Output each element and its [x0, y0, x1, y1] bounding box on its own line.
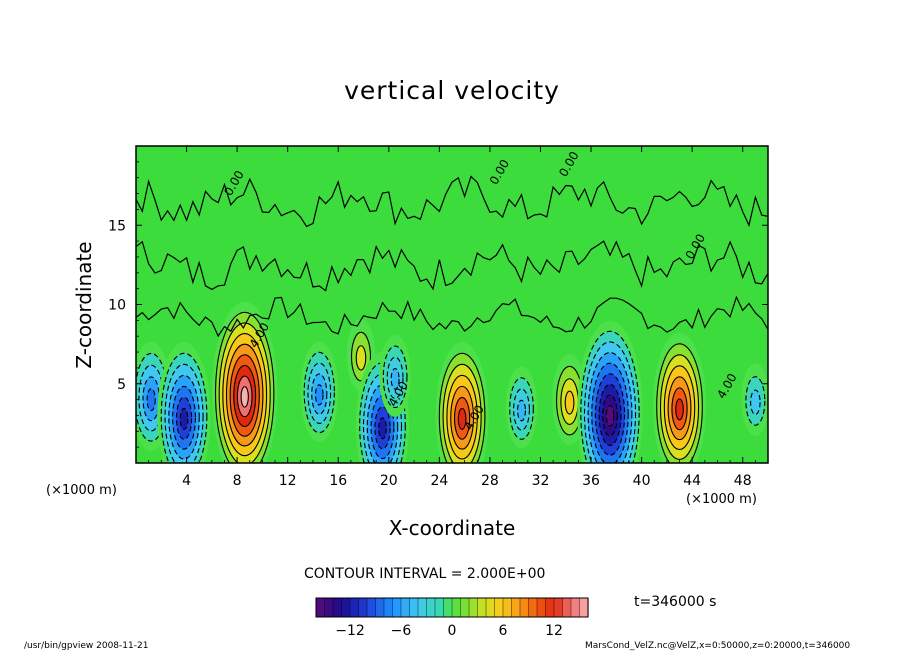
- contour-level: [457, 407, 467, 430]
- x-tick-label: 4: [182, 473, 191, 489]
- colorbar-tick-label: −6: [391, 623, 412, 639]
- zero-contour-line: [136, 175, 768, 228]
- colorbar-tick-label: 6: [499, 623, 508, 639]
- convection-cell: [505, 366, 538, 449]
- contour-interval-label: CONTOUR INTERVAL = 2.000E+00: [304, 566, 546, 582]
- y-tick-label: 15: [108, 218, 126, 234]
- contour-level: [675, 398, 684, 421]
- x-tick-label: 44: [683, 473, 701, 489]
- colorbar-swatch: [519, 597, 530, 618]
- x-tick-label: 48: [734, 473, 752, 489]
- contour-level: [355, 345, 367, 371]
- colorbar-tick-label: 12: [545, 623, 563, 639]
- colorbar-swatch: [392, 597, 402, 618]
- x-axis: 4 8 12 16 20 24 28 32 36 40 44 48: [148, 146, 756, 489]
- colorbar-swatch: [434, 597, 445, 618]
- colorbar-swatch: [332, 597, 343, 618]
- y-tick-label: 10: [108, 298, 126, 314]
- colorbar-swatch: [417, 597, 428, 618]
- colorbar-swatch: [511, 597, 521, 618]
- contour-level: [750, 389, 761, 415]
- colorbar-swatch: [528, 597, 538, 618]
- contour-level: [517, 399, 527, 422]
- colorbar-swatch: [443, 597, 453, 618]
- colorbar-swatch: [375, 597, 385, 618]
- x-axis-label: X-coordinate: [388, 516, 516, 540]
- colorbar-swatch: [485, 597, 496, 618]
- convection-cell: [379, 334, 411, 417]
- contour-level: [314, 384, 324, 406]
- colorbar-swatch: [494, 597, 504, 618]
- x-unit-label-left: (×1000 m): [46, 483, 117, 498]
- colorbar-swatch: [460, 597, 470, 618]
- colorbar-swatch: [477, 597, 487, 618]
- convection-cell: [435, 342, 489, 463]
- colorbar-swatch: [562, 597, 572, 618]
- footer-right: MarsCond_VelZ.nc@VelZ,x=0:50000,z=0:2000…: [585, 641, 851, 651]
- x-tick-label: 28: [481, 473, 499, 489]
- convection-cell: [300, 341, 339, 442]
- colorbar-swatch: [400, 597, 411, 618]
- colorbar-swatch: [579, 597, 589, 618]
- colorbar-tick-label: −12: [335, 623, 365, 639]
- colorbar: −12 −6 0 6 12: [315, 597, 589, 639]
- colorbar-frame: [315, 597, 589, 618]
- colorbar-swatch: [451, 597, 462, 618]
- x-tick-label: 8: [233, 473, 242, 489]
- chart-title: vertical velocity: [344, 76, 560, 105]
- colorbar-swatch: [545, 597, 555, 618]
- contour-level: [146, 388, 156, 412]
- plot-area: 0.00 0.00 0.000.004.004.004.004.00: [136, 146, 768, 463]
- x-unit-label-right: (×1000 m): [686, 492, 757, 507]
- colorbar-swatch: [426, 597, 436, 618]
- convection-cell: [741, 363, 768, 436]
- convection-cell: [157, 342, 211, 463]
- colorbar-swatch: [349, 597, 360, 618]
- contour-level: [564, 390, 575, 415]
- colorbar-swatch: [570, 597, 581, 618]
- convection-cell: [211, 301, 278, 463]
- y-axis-label: Z-coordinate: [72, 241, 96, 369]
- x-tick-label: 40: [633, 473, 651, 489]
- contour-level: [378, 417, 387, 440]
- colorbar-swatch: [409, 597, 419, 618]
- time-label: t=346000 s: [634, 594, 717, 610]
- colorbar-tick-label: 0: [448, 623, 457, 639]
- x-tick-label: 36: [582, 473, 600, 489]
- colorbar-swatch: [553, 597, 564, 618]
- colorbar-swatch: [468, 597, 479, 618]
- footer-left: /usr/bin/gpview 2008-11-21: [24, 641, 149, 651]
- colorbar-swatch: [341, 597, 351, 618]
- colorbar-swatch: [502, 597, 513, 618]
- colorbar-swatch: [366, 597, 377, 618]
- colorbar-swatch: [383, 597, 394, 618]
- x-tick-label: 16: [329, 473, 347, 489]
- y-axis: 5 10 15: [108, 161, 768, 448]
- colorbar-swatch: [324, 597, 334, 618]
- convection-cell: [652, 332, 707, 463]
- colorbar-swatch: [536, 597, 547, 618]
- upper-contours: [136, 175, 768, 338]
- contour-level: [179, 407, 189, 430]
- contour-level: [240, 386, 249, 408]
- contour-level: [390, 368, 400, 390]
- convection-cell: [577, 320, 643, 463]
- x-tick-label: 20: [380, 473, 398, 489]
- x-tick-label: 32: [532, 473, 550, 489]
- colorbar-swatch: [358, 597, 368, 618]
- x-tick-label: 12: [279, 473, 297, 489]
- y-tick-label: 5: [117, 377, 126, 393]
- x-tick-label: 24: [430, 473, 448, 489]
- contour-level: [605, 405, 615, 427]
- colorbar-swatch: [315, 597, 326, 618]
- zero-contour-line: [136, 295, 768, 338]
- zero-contour-line: [136, 240, 768, 292]
